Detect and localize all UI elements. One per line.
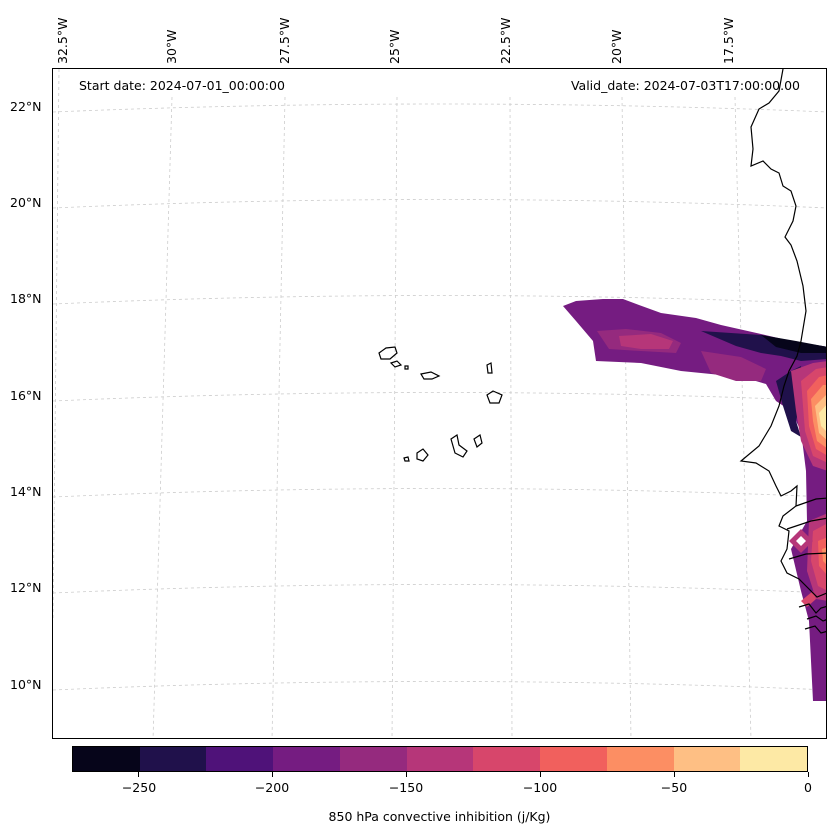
contour-band-main (563, 299, 826, 701)
coastlines (378, 69, 826, 634)
colorbar-segment (473, 747, 541, 771)
island-boa-vista (486, 390, 503, 404)
contour-dark-north (701, 331, 826, 361)
colorbar-tick-label: −100 (522, 780, 558, 795)
meridian-32-5w (53, 69, 60, 622)
colorbar-tick (673, 772, 675, 777)
lon-label-25w: 25°W (387, 29, 402, 64)
colorbar-segment (273, 747, 340, 771)
lon-label-17-5w: 17.5°W (721, 17, 736, 64)
start-date-label: Start date: 2024-07-01_00:00:00 (79, 78, 285, 93)
colorbar-tick-label: −200 (254, 780, 290, 795)
parallel-10n (53, 681, 826, 691)
lat-label-18n: 18°N (10, 291, 42, 306)
colorbar-tick (272, 772, 274, 777)
lat-label-22n: 22°N (10, 99, 42, 114)
guinea-coast (798, 603, 826, 634)
island-sao-vicente (389, 360, 403, 368)
contour-southwest-tail (801, 591, 816, 607)
colorbar-segment (73, 747, 140, 771)
colorbar-segment (406, 747, 474, 771)
parallel-18n (53, 295, 826, 305)
parallel-12n (53, 584, 826, 594)
colorbar-title: 850 hPa convective inhibition (j/Kg) (328, 809, 551, 824)
lon-label-30w: 30°W (164, 29, 179, 64)
colorbar-tick (406, 772, 408, 777)
meridian-27-5w (271, 96, 286, 738)
valid-date-label: Valid_date: 2024-07-03T17:00:00.00 (570, 78, 800, 93)
lon-label-32-5w: 32.5°W (55, 17, 70, 64)
cin-contours (563, 299, 826, 701)
colorbar-segment (606, 747, 674, 771)
map-panel (52, 68, 827, 739)
lat-label-14n: 14°N (10, 484, 42, 499)
contour-core-west (619, 334, 673, 349)
colorbar-tick (539, 772, 541, 777)
colorbar-segment (673, 747, 741, 771)
colorbar-tick-label: −250 (121, 780, 157, 795)
lat-label-10n: 10°N (10, 677, 42, 692)
gambia-border (795, 497, 826, 507)
parallel-16n (53, 392, 826, 402)
guinea-bissau-border (788, 552, 826, 560)
colorbar-segment (540, 747, 607, 771)
african-coast (739, 69, 826, 598)
colorbar-tick (807, 772, 809, 777)
colorbar-tick-label: −50 (660, 780, 688, 795)
island-santa-luzia (404, 365, 409, 370)
contour-diamond-hole (796, 536, 806, 546)
island-sao-nicolau (420, 371, 441, 380)
island-santiago (450, 434, 468, 458)
contour-south-3 (818, 537, 826, 574)
meridian-25w (391, 96, 398, 738)
graticule (53, 69, 826, 738)
lon-label-22-5w: 22.5°W (498, 17, 513, 64)
contour-south-4 (822, 547, 826, 564)
colorbar-segment (740, 747, 808, 771)
colorbar-segment (339, 747, 407, 771)
parallel-22n (53, 103, 826, 113)
colorbar-segment (139, 747, 207, 771)
colorbar-tick-label: −150 (388, 780, 424, 795)
parallel-14n (53, 488, 826, 498)
colorbar-tick (138, 772, 140, 777)
island-sal (486, 362, 493, 374)
meridian-17-5w (734, 96, 752, 738)
contour-warm-6 (819, 405, 826, 431)
lon-label-27-5w: 27.5°W (277, 17, 292, 64)
colorbar-segment (206, 747, 274, 771)
island-fogo (416, 448, 429, 462)
contour-mid-east (701, 351, 766, 381)
contour-darkest-north (761, 335, 826, 353)
senegal-south-border (786, 517, 826, 530)
lat-label-16n: 16°N (10, 388, 42, 403)
colorbar-tick-label: 0 (804, 780, 812, 795)
colorbar (72, 746, 808, 772)
island-brava (403, 456, 410, 462)
lat-label-12n: 12°N (10, 580, 42, 595)
meridian-22-5w (509, 96, 513, 738)
meridian-20w (621, 96, 632, 738)
meridian-30w (152, 96, 173, 738)
lon-label-20w: 20°W (609, 29, 624, 64)
lat-label-20n: 20°N (10, 195, 42, 210)
island-santo-antao (378, 346, 398, 360)
parallel-20n (53, 199, 826, 209)
map-canvas (53, 69, 826, 738)
island-maio (473, 434, 483, 448)
